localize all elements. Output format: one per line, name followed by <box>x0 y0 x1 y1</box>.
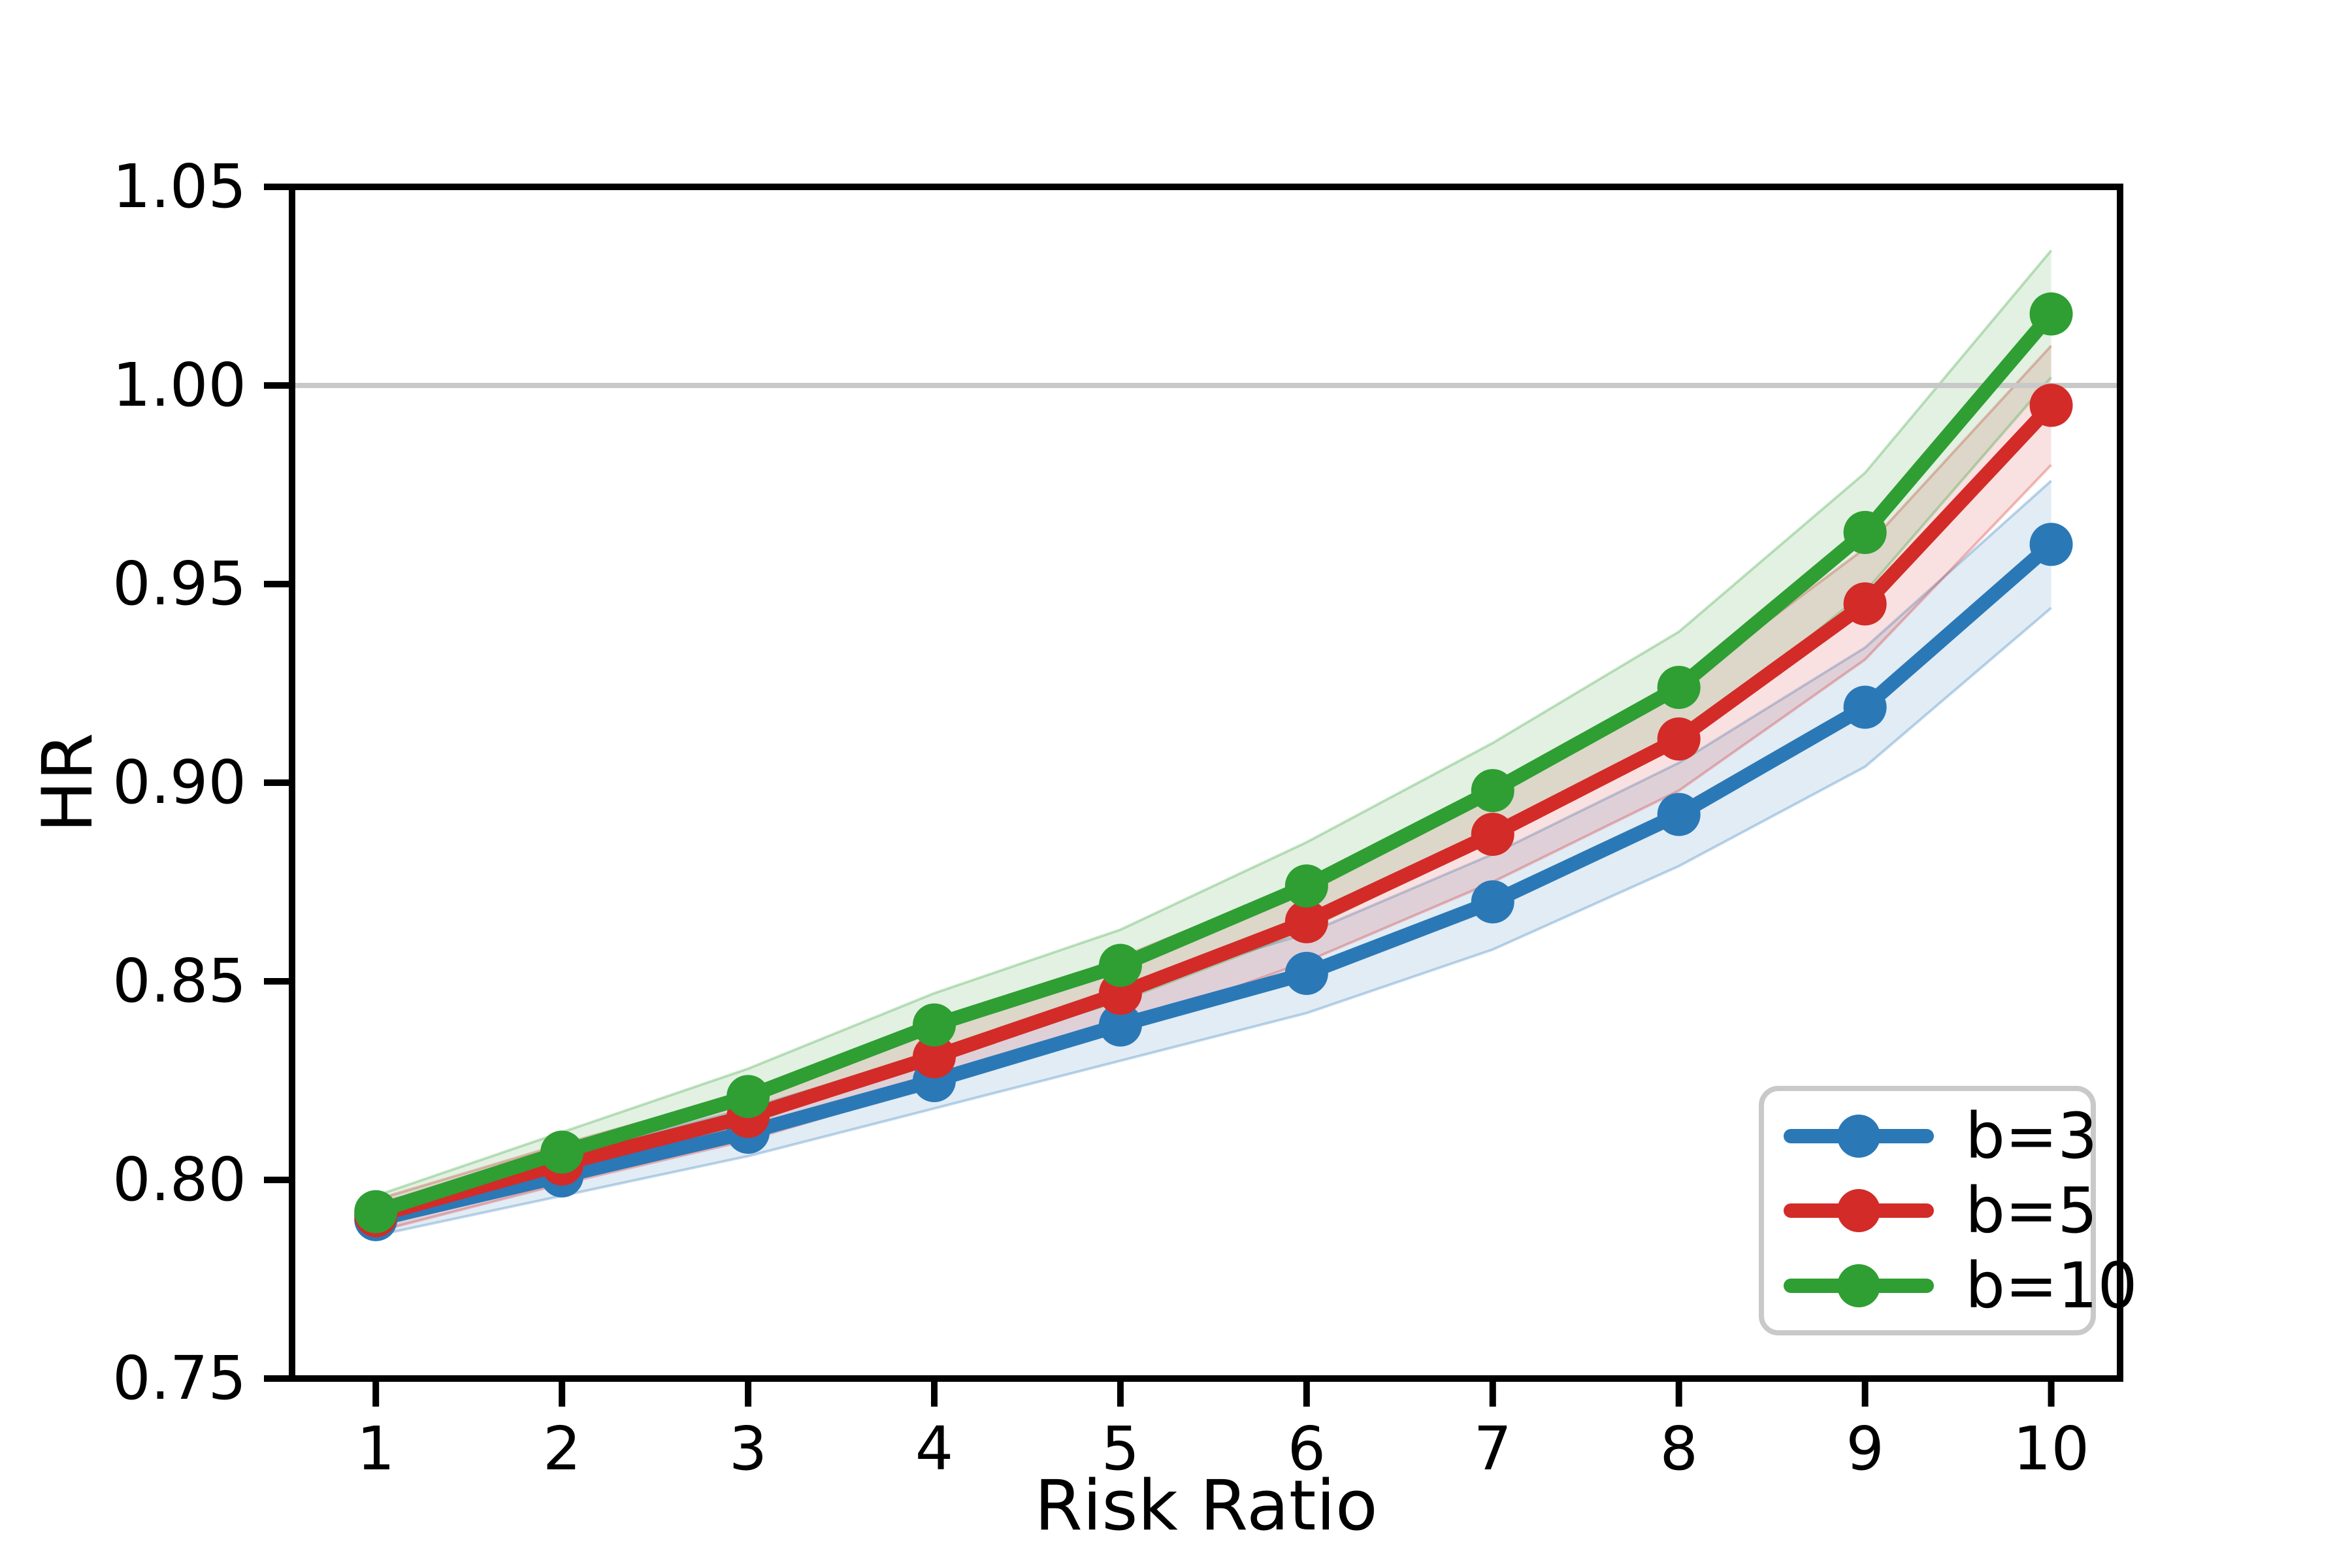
data-point-marker <box>1284 900 1328 943</box>
data-point-marker <box>1284 951 1328 995</box>
data-point-marker <box>727 1075 770 1119</box>
legend-marker-icon <box>1837 1189 1880 1232</box>
data-point-marker <box>1471 880 1514 924</box>
data-point-marker <box>913 1003 956 1047</box>
legend-swatch-line <box>1784 1264 1934 1307</box>
data-point-marker <box>2029 523 2073 566</box>
data-point-marker <box>2029 292 2073 336</box>
data-point-marker <box>540 1130 584 1174</box>
data-point-marker <box>913 1035 956 1079</box>
data-point-marker <box>1657 666 1701 710</box>
data-point-marker <box>354 1190 398 1233</box>
series-lines <box>354 292 2073 1241</box>
data-point-marker <box>1471 769 1514 813</box>
legend-swatch-line <box>1784 1114 1934 1158</box>
data-point-marker <box>1471 813 1514 857</box>
series-line <box>368 306 2059 1219</box>
legend: b=3 b=5 b=10 <box>1759 1086 2138 1335</box>
data-point-marker <box>1098 943 1142 987</box>
data-point-marker <box>1843 510 1887 554</box>
data-point-marker <box>2029 384 2073 427</box>
legend-marker-icon <box>1837 1264 1880 1307</box>
legend-label: b=10 <box>1965 1249 2138 1322</box>
legend-row-0: b=3 <box>1764 1102 2097 1170</box>
data-point-marker <box>1843 582 1887 626</box>
data-point-marker <box>1098 1003 1142 1047</box>
legend-label: b=5 <box>1965 1174 2098 1247</box>
legend-label: b=3 <box>1965 1099 2098 1173</box>
legend-row-2: b=10 <box>1764 1252 2138 1320</box>
series-line <box>368 537 2059 1227</box>
band-edge-lower <box>375 606 2052 1237</box>
data-point-marker <box>1284 864 1328 908</box>
legend-row-1: b=5 <box>1764 1177 2097 1245</box>
legend-marker-icon <box>1837 1114 1880 1158</box>
data-point-marker <box>1843 685 1887 729</box>
series-line <box>368 398 2059 1223</box>
legend-swatch-line <box>1784 1189 1934 1232</box>
axes-frame <box>264 184 2123 1407</box>
data-point-marker <box>1657 717 1701 761</box>
data-point-marker <box>1657 792 1701 836</box>
band-edge-upper <box>375 249 2053 1198</box>
plot-frame <box>289 184 2123 1382</box>
